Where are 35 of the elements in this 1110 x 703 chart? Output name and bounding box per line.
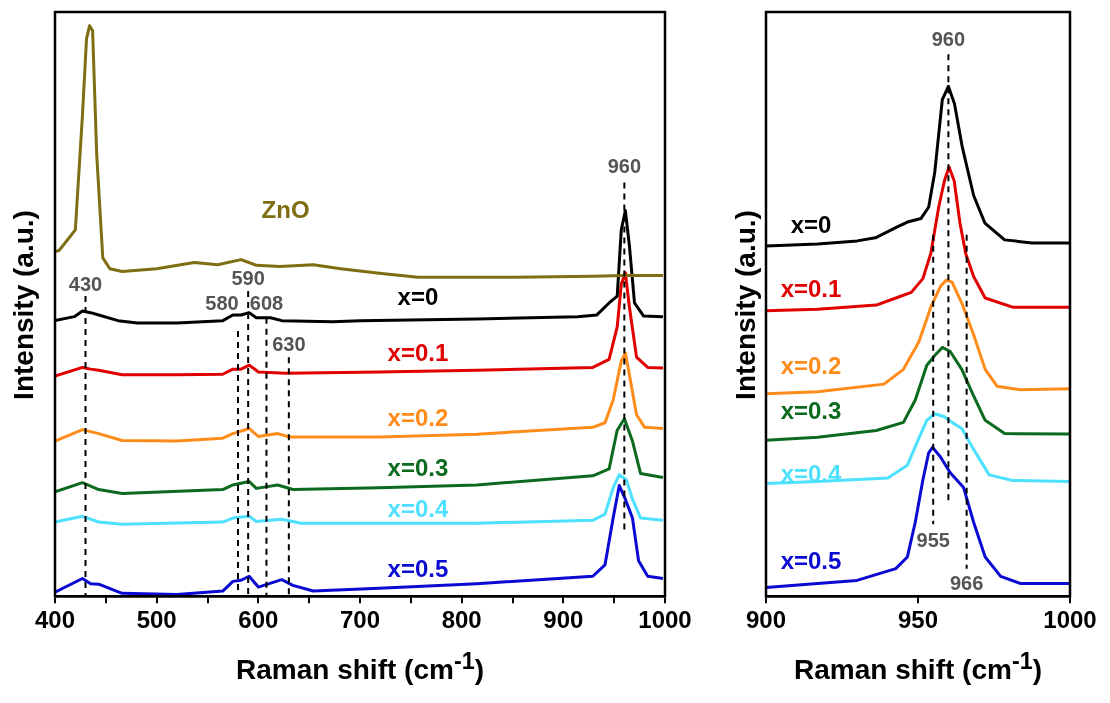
- x-tick-label: 1000: [1043, 606, 1097, 634]
- y-axis-title: Intensity (a.u.): [730, 210, 762, 400]
- series-label: x=0.2: [387, 403, 449, 431]
- x-tick-label: 900: [543, 606, 584, 634]
- x-axis-title: Raman shift (cm$^{-1}$): [235, 648, 485, 687]
- series-label: x=0.3: [387, 454, 449, 482]
- series-label: x=0: [790, 210, 832, 238]
- x-tick-label: 1000: [638, 606, 692, 634]
- ref-line-label: 608: [249, 291, 284, 314]
- x-tick-label: 800: [441, 606, 482, 634]
- ref-line-label: 590: [231, 267, 265, 290]
- ref-line-label: 955: [916, 528, 950, 551]
- series-label: x=0.3: [780, 396, 842, 424]
- series-label: x=0.5: [387, 554, 449, 582]
- y-axis-title: Intensity (a.u.): [8, 210, 40, 400]
- series-label: x=0.2: [780, 352, 842, 380]
- series-label: x=0.5: [780, 547, 842, 575]
- ref-line-label: 580: [205, 291, 239, 314]
- ref-line-label: 966: [949, 571, 984, 594]
- x-axis-title: Raman shift (cm$^{-1}$): [793, 648, 1043, 687]
- ref-line-label: 960: [931, 28, 966, 51]
- series-label: x=0.1: [780, 275, 842, 303]
- series-label: x=0.1: [387, 338, 449, 366]
- x-tick-label: 700: [339, 606, 381, 634]
- x-tick-label: 400: [34, 606, 76, 634]
- x-tick-label: 900: [745, 606, 787, 634]
- series-label: x=0.4: [387, 494, 449, 522]
- ref-line-label: 960: [607, 155, 642, 178]
- series-label: ZnO: [261, 196, 310, 224]
- x-tick-label: 950: [897, 606, 939, 634]
- x-tick-label: 600: [238, 606, 279, 634]
- ref-line-label: 430: [68, 272, 103, 295]
- series-label: x=0: [397, 283, 439, 311]
- x-tick-label: 500: [136, 606, 177, 634]
- ref-line-label: 630: [272, 333, 306, 356]
